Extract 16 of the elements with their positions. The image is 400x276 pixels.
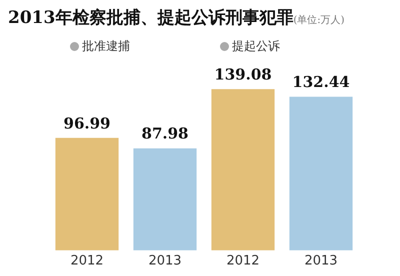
x-tick-label: 2013	[148, 254, 182, 269]
data-label: 132.44	[292, 73, 350, 92]
bar	[211, 89, 275, 250]
data-label: 139.08	[214, 65, 272, 84]
data-label: 96.99	[64, 114, 110, 132]
chart-title: 2013年检察批捕、提起公诉刑事犯罪	[8, 8, 294, 28]
bar	[55, 138, 119, 250]
text: 批准逮捕	[82, 38, 130, 55]
bar	[289, 96, 353, 250]
bar	[133, 148, 197, 250]
data-label: 87.98	[142, 124, 188, 143]
x-tick-label: 2012	[226, 254, 260, 269]
text: 提起公诉	[232, 38, 280, 55]
x-tick-label: 2012	[70, 254, 104, 269]
x-tick-label: 2013	[304, 254, 338, 269]
chart-subtitle: (单位:万人)	[293, 15, 344, 26]
